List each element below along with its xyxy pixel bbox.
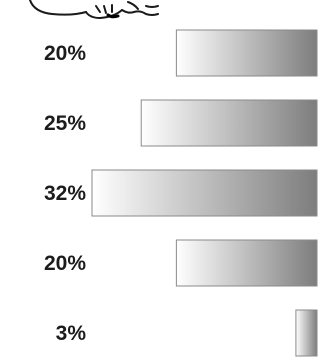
data-label-1: 20%	[44, 42, 86, 65]
data-label-2: 25%	[44, 112, 86, 135]
data-label-5: 3%	[56, 322, 87, 345]
bar-4	[175, 239, 318, 287]
bar-2	[140, 99, 318, 147]
labels-layer: 20% 25% 32% 20% 3%	[44, 42, 86, 345]
bar-1	[175, 29, 318, 77]
bars-layer	[91, 29, 318, 357]
cartoon-illustration-icon	[29, 0, 159, 19]
data-label-4: 20%	[44, 252, 86, 275]
bar-5	[295, 309, 318, 357]
data-label-3: 32%	[44, 182, 86, 205]
bar-3	[91, 169, 318, 217]
